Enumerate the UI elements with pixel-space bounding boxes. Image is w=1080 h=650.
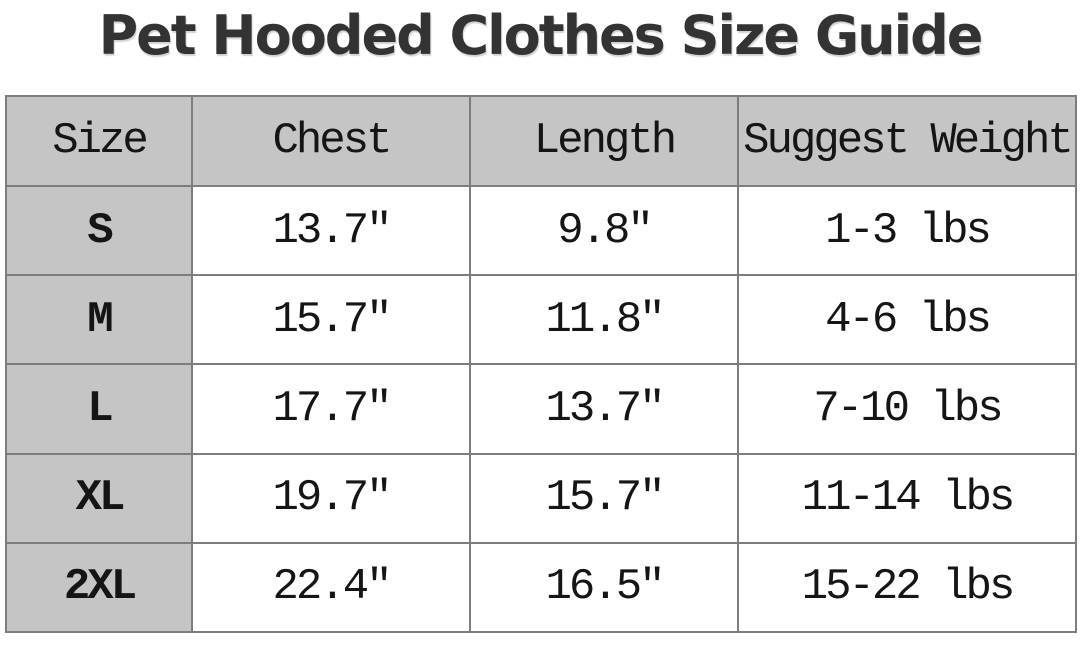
table-row: 2XL 22.4″ 16.5″ 15-22 lbs — [5, 541, 1077, 634]
table-header: Size Chest Length Suggest Weight — [5, 95, 1077, 187]
column-header-size: Size — [5, 95, 193, 187]
length-cell: 16.5″ — [469, 541, 739, 634]
page-title: Pet Hooded Clothes Size Guide — [98, 4, 984, 67]
chest-cell: 15.7″ — [191, 274, 471, 366]
weight-cell: 15-22 lbs — [737, 541, 1077, 634]
length-cell: 11.8″ — [469, 274, 739, 366]
size-cell: M — [5, 274, 193, 366]
chest-cell: 17.7″ — [191, 363, 471, 455]
size-cell: L — [5, 363, 193, 455]
header-row: Size Chest Length Suggest Weight — [5, 95, 1077, 187]
column-header-suggest-weight: Suggest Weight — [737, 95, 1077, 187]
weight-cell: 11-14 lbs — [737, 452, 1077, 544]
size-cell: S — [5, 184, 193, 277]
table-body: S 13.7″ 9.8″ 1-3 lbs M 15.7″ 11.8″ 4-6 l… — [5, 184, 1077, 634]
weight-cell: 1-3 lbs — [737, 184, 1077, 277]
table-row: M 15.7″ 11.8″ 4-6 lbs — [5, 274, 1077, 366]
table-row: S 13.7″ 9.8″ 1-3 lbs — [5, 184, 1077, 277]
length-cell: 15.7″ — [469, 452, 739, 544]
column-header-chest: Chest — [191, 95, 471, 187]
weight-cell: 4-6 lbs — [737, 274, 1077, 366]
chest-cell: 19.7″ — [191, 452, 471, 544]
length-cell: 13.7″ — [469, 363, 739, 455]
size-table: Size Chest Length Suggest Weight S 13.7″… — [5, 95, 1077, 634]
size-cell: XL — [5, 452, 193, 544]
weight-cell: 7-10 lbs — [737, 363, 1077, 455]
length-cell: 9.8″ — [469, 184, 739, 277]
chest-cell: 13.7″ — [191, 184, 471, 277]
chest-cell: 22.4″ — [191, 541, 471, 634]
table-row: L 17.7″ 13.7″ 7-10 lbs — [5, 363, 1077, 455]
table-row: XL 19.7″ 15.7″ 11-14 lbs — [5, 452, 1077, 544]
column-header-length: Length — [469, 95, 739, 187]
size-cell: 2XL — [5, 541, 193, 634]
